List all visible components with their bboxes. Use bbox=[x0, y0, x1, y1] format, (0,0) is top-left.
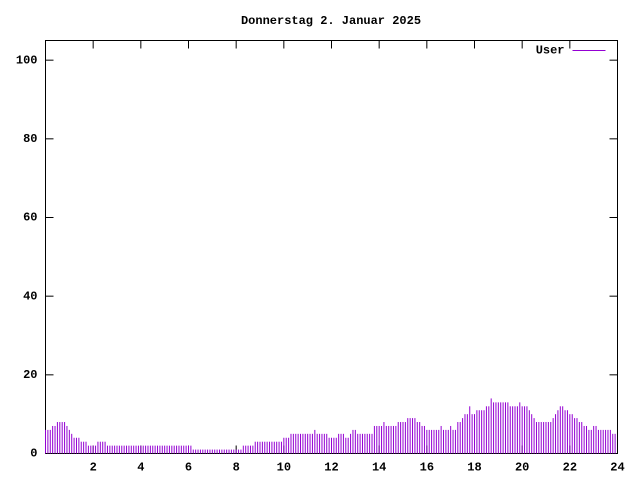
y-tick-label: 20 bbox=[23, 368, 37, 382]
y-tick-label: 60 bbox=[23, 211, 37, 225]
x-tick-label: 24 bbox=[610, 461, 624, 475]
x-tick-label: 6 bbox=[185, 461, 192, 475]
y-tick-label: 0 bbox=[30, 447, 37, 461]
x-tick-label: 8 bbox=[233, 461, 240, 475]
y-tick-label: 80 bbox=[23, 132, 37, 146]
legend-label: User bbox=[536, 44, 565, 58]
plot-border bbox=[45, 40, 618, 454]
x-tick-label: 22 bbox=[563, 461, 577, 475]
y-tick-label: 100 bbox=[16, 53, 38, 67]
x-tick-label: 16 bbox=[420, 461, 434, 475]
y-tick-label: 40 bbox=[23, 289, 37, 303]
chart-title: Donnerstag 2. Januar 2025 bbox=[241, 14, 421, 28]
x-tick-label: 12 bbox=[324, 461, 338, 475]
x-tick-label: 2 bbox=[90, 461, 97, 475]
x-tick-label: 20 bbox=[515, 461, 529, 475]
x-tick-label: 14 bbox=[372, 461, 386, 475]
x-tick-label: 18 bbox=[467, 461, 481, 475]
x-tick-label: 4 bbox=[137, 461, 144, 475]
x-tick-label: 10 bbox=[277, 461, 291, 475]
